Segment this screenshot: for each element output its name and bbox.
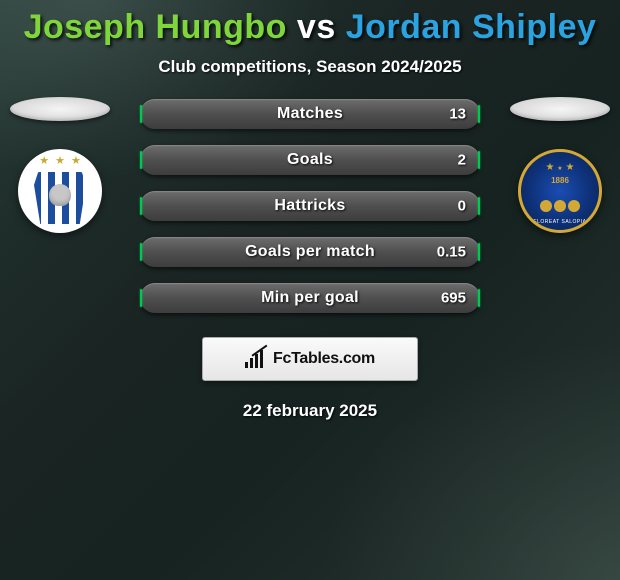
stat-value: 0: [458, 198, 466, 215]
comparison-title: Joseph Hungbo vs Jordan Shipley: [0, 0, 620, 47]
player-two-column: ★ ★ ★ 1886 FLOREAT SALOPIA: [510, 97, 610, 233]
stat-pill-stack: Matches 13 Goals 2 Hattricks 0 Goals per…: [140, 99, 480, 313]
vs-word: vs: [297, 8, 336, 46]
stat-value: 0.15: [437, 244, 466, 261]
stat-label: Hattricks: [274, 197, 345, 215]
player-one-column: ★★★: [10, 97, 110, 233]
player-one-portrait-oval: [10, 97, 110, 121]
stat-label: Goals per match: [245, 243, 375, 261]
stat-value: 13: [449, 106, 466, 123]
stat-label: Goals: [287, 151, 333, 169]
player-two-name: Jordan Shipley: [346, 8, 597, 46]
player-one-name: Joseph Hungbo: [24, 8, 287, 46]
player-two-portrait-oval: [510, 97, 610, 121]
stat-label: Min per goal: [261, 289, 359, 307]
season-subtitle: Club competitions, Season 2024/2025: [0, 57, 620, 77]
stats-arena: ★★★ ★ ★ ★ 1886 FLOREAT SALOPIA Matches 1…: [0, 99, 620, 313]
stat-value: 695: [441, 290, 466, 307]
stat-label: Matches: [277, 105, 343, 123]
generation-date: 22 february 2025: [0, 401, 620, 421]
stat-pill-goals: Goals 2: [140, 145, 480, 175]
fctables-brand-text: FcTables.com: [273, 350, 375, 368]
shrewsbury-town-badge: ★ ★ ★ 1886 FLOREAT SALOPIA: [518, 149, 602, 233]
stat-value: 2: [458, 152, 466, 169]
club-motto: FLOREAT SALOPIA: [529, 218, 591, 226]
stat-pill-min-per-goal: Min per goal 695: [140, 283, 480, 313]
club-year: 1886: [551, 176, 569, 185]
huddersfield-town-badge: ★★★: [18, 149, 102, 233]
fctables-watermark: FcTables.com: [202, 337, 418, 381]
stat-pill-hattricks: Hattricks 0: [140, 191, 480, 221]
stat-pill-goals-per-match: Goals per match 0.15: [140, 237, 480, 267]
stat-pill-matches: Matches 13: [140, 99, 480, 129]
